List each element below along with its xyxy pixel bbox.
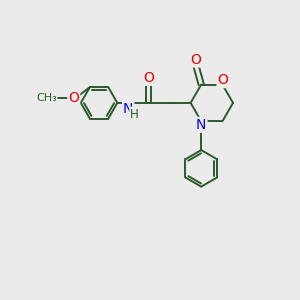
Text: O: O	[218, 73, 229, 87]
Text: O: O	[190, 52, 201, 67]
Text: O: O	[143, 71, 154, 85]
Text: H: H	[130, 108, 139, 121]
Text: N: N	[123, 102, 134, 116]
Text: CH₃: CH₃	[36, 93, 57, 103]
Text: O: O	[68, 91, 79, 105]
Text: N: N	[196, 118, 206, 132]
